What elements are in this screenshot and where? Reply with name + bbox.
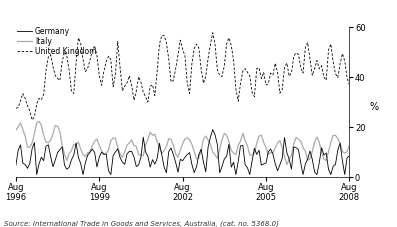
Italy (284, 163, 289, 166)
Italy (208, 143, 213, 146)
United Kingdom (347, 83, 352, 86)
United Kingdom (16, 106, 21, 109)
Italy (347, 144, 352, 146)
United Kingdom (271, 74, 276, 76)
United Kingdom (13, 107, 18, 110)
Text: Source: International Trade in Goods and Services, Australia, (cat. no. 5368.0): Source: International Trade in Goods and… (4, 220, 279, 227)
Germany (210, 128, 215, 131)
United Kingdom (30, 118, 35, 121)
Italy (37, 120, 41, 123)
Germany (208, 136, 213, 138)
Italy (278, 139, 282, 142)
Germany (16, 149, 21, 151)
United Kingdom (210, 31, 215, 34)
Legend: Germany, Italy, United Kingdom: Germany, Italy, United Kingdom (16, 26, 97, 57)
Germany (13, 164, 18, 167)
Line: Italy: Italy (16, 121, 349, 165)
United Kingdom (280, 88, 285, 91)
Germany (30, 147, 35, 150)
Italy (328, 141, 333, 144)
Y-axis label: %: % (369, 102, 378, 112)
Germany (280, 157, 285, 160)
Germany (328, 173, 333, 176)
United Kingdom (328, 43, 333, 45)
Line: United Kingdom: United Kingdom (16, 33, 349, 120)
Germany (347, 154, 352, 157)
Italy (268, 151, 273, 154)
Germany (35, 173, 39, 176)
United Kingdom (32, 116, 37, 118)
Italy (30, 142, 35, 144)
Italy (13, 129, 18, 131)
United Kingdom (208, 43, 213, 46)
Italy (16, 126, 21, 128)
Line: Germany: Germany (16, 130, 349, 175)
Germany (271, 153, 276, 155)
